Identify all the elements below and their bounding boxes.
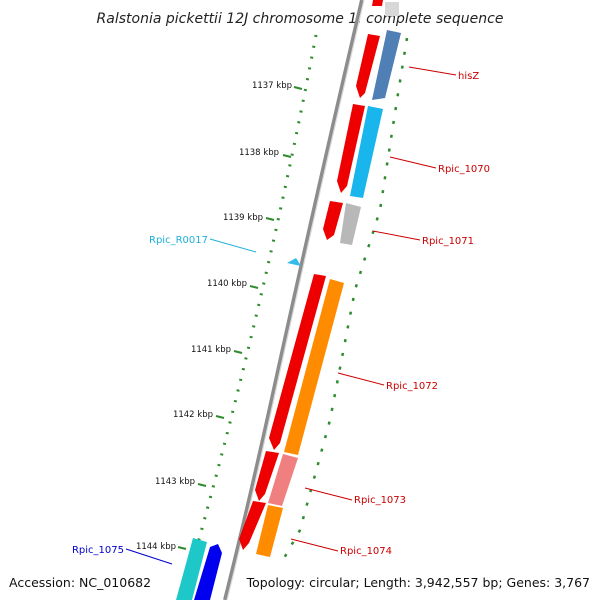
gene-block-hisz[interactable] <box>372 30 401 100</box>
map-title: Ralstonia pickettii 12J chromosome 1, co… <box>97 11 504 27</box>
tick-mark <box>282 154 292 158</box>
tick-mark <box>233 350 243 354</box>
tick-label-1137: 1137 kbp <box>252 81 292 91</box>
tick-mark <box>215 415 225 419</box>
gene-track <box>176 2 401 600</box>
gene-label-rpic-1072[interactable]: Rpic_1072 <box>386 381 438 392</box>
tick-label-1142: 1142 kbp <box>173 410 213 420</box>
gene-block-1070[interactable] <box>350 106 383 198</box>
gene-label-rpic-1075[interactable]: Rpic_1075 <box>72 545 124 556</box>
tick-label-1139: 1139 kbp <box>223 213 263 223</box>
tick-label-1138: 1138 kbp <box>239 148 279 158</box>
gene-block-1071[interactable] <box>340 203 361 245</box>
outer-tick-ring <box>281 37 409 561</box>
callout-line <box>372 230 421 241</box>
callout-line <box>304 487 353 501</box>
tick-mark <box>249 285 259 289</box>
trna-marker-r0017[interactable] <box>287 258 301 266</box>
callout-line <box>389 156 437 169</box>
gene-label-rpic-1071[interactable]: Rpic_1071 <box>422 236 474 247</box>
gene-label-hisz[interactable]: hisZ <box>458 71 479 82</box>
cds-arrow-hisz[interactable] <box>356 34 380 98</box>
gene-block-1075a[interactable] <box>176 538 207 600</box>
gene-label-rpic-r0017[interactable]: Rpic_R0017 <box>149 235 208 246</box>
cds-arrow-1071[interactable] <box>323 201 343 240</box>
gene-label-rpic-1074[interactable]: Rpic_1074 <box>340 546 392 557</box>
gene-block-1073[interactable] <box>268 454 298 506</box>
tick-label-1144: 1144 kbp <box>136 542 176 552</box>
callout-line <box>290 538 339 552</box>
tick-marks: 1137 kbp 1138 kbp 1139 kbp 1140 kbp 1141… <box>136 81 303 552</box>
tick-mark <box>293 86 303 90</box>
cds-arrow-1073[interactable] <box>255 451 279 501</box>
cds-arrow-1070[interactable] <box>337 104 365 193</box>
callout-line <box>209 238 257 253</box>
cds-arrow-hisz-top[interactable] <box>372 0 383 6</box>
tick-mark <box>177 546 187 550</box>
callout-line <box>408 66 457 76</box>
sequence-summary: Topology: circular; Length: 3,942,557 bp… <box>246 575 590 590</box>
gene-label-rpic-1073[interactable]: Rpic_1073 <box>354 495 406 506</box>
cds-arrow-1072[interactable] <box>269 274 326 450</box>
gene-label-rpic-1070[interactable]: Rpic_1070 <box>438 164 490 175</box>
tick-mark <box>265 217 275 221</box>
gene-block-1075b[interactable] <box>194 544 222 600</box>
gene-block-hisz-top[interactable] <box>385 2 399 16</box>
gene-block-1072[interactable] <box>284 279 344 455</box>
callout-line <box>337 372 385 386</box>
cds-arrow-1074[interactable] <box>239 501 266 550</box>
tick-label-1141: 1141 kbp <box>191 345 231 355</box>
gene-block-1074[interactable] <box>256 505 283 557</box>
tick-label-1140: 1140 kbp <box>207 279 247 289</box>
gene-labels: hisZ Rpic_1070 Rpic_1071 Rpic_R0017 Rpic… <box>72 71 490 557</box>
callouts <box>125 66 457 565</box>
tick-label-1143: 1143 kbp <box>155 477 195 487</box>
cds-track <box>239 0 383 550</box>
callout-line <box>125 548 173 565</box>
accession-text: Accession: NC_010682 <box>9 575 151 590</box>
tick-mark <box>197 483 207 487</box>
backbone <box>223 0 364 600</box>
